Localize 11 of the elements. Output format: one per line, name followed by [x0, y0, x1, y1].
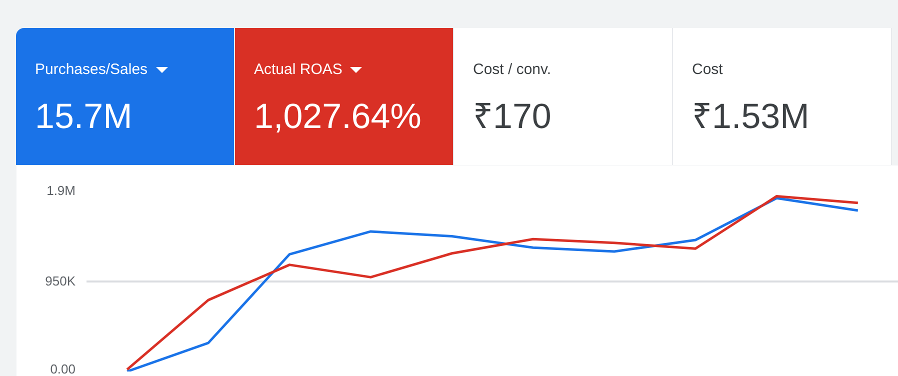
text: 15.7M	[35, 96, 134, 138]
y-tick-label: 1.9M	[46, 183, 76, 198]
text: Purchases/Sales	[35, 60, 149, 80]
y-tick-label: 950K	[45, 274, 76, 288]
text: 1,027.64%	[254, 96, 422, 138]
text: Cost	[692, 60, 724, 80]
text: ₹170	[473, 96, 552, 138]
text: ₹1.53M	[692, 96, 810, 138]
text: Cost / conv.	[473, 60, 552, 80]
text: Actual ROAS	[254, 60, 344, 80]
y-tick-label: 0.00	[50, 362, 76, 376]
